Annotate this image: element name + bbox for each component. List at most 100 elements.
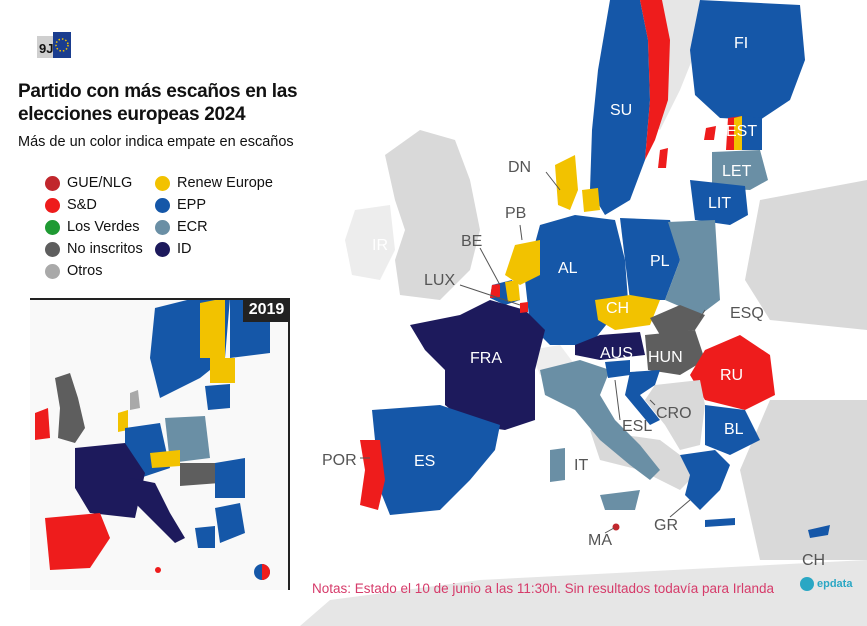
country-hun — [645, 330, 705, 375]
legend-label: Otros — [67, 263, 103, 279]
legend-label: Los Verdes — [67, 219, 140, 235]
legend-item-renew: Renew Europe — [155, 175, 273, 191]
label-por: POR — [322, 452, 357, 469]
label-hun: HUN — [648, 349, 683, 366]
label-pb: PB — [505, 205, 526, 222]
country-fi — [690, 0, 805, 120]
country-it — [540, 360, 660, 480]
balkans-other — [645, 380, 705, 450]
country-pl-ecr — [665, 220, 720, 315]
country-be-renew — [505, 280, 520, 302]
label-dn: DN — [508, 159, 531, 176]
legend: GUE/NLG S&D Los Verdes No inscritos Otro… — [45, 175, 285, 285]
country-por — [360, 440, 385, 510]
ballot-box-icon: 9J — [37, 32, 71, 58]
label-esq: ESQ — [730, 305, 764, 322]
country-let — [712, 150, 768, 190]
country-lux — [520, 302, 528, 313]
label-ch: CH — [606, 300, 629, 317]
legend-item-otros: Otros — [45, 263, 102, 279]
country-ru — [690, 335, 775, 410]
page-title: Partido con más escaños en las eleccione… — [18, 81, 298, 125]
inset-year-badge: 2019 — [243, 298, 290, 322]
country-pb — [505, 240, 540, 285]
legend-label: GUE/NLG — [67, 175, 133, 191]
label-ma: MA — [588, 532, 612, 549]
country-su-sd — [640, 0, 670, 160]
island-crete — [705, 518, 735, 527]
country-labels: FI SU EST LET LIT DN PB BE LUX IR AL PL … — [322, 35, 825, 569]
country-fra — [410, 300, 545, 430]
country-pl — [620, 218, 680, 300]
legend-label: No inscritos — [67, 241, 143, 257]
label-est: EST — [726, 123, 757, 140]
label-pl: PL — [650, 253, 670, 270]
logo-text: 9J — [39, 41, 53, 56]
country-cro — [625, 370, 660, 425]
country-est-epp — [742, 116, 762, 150]
source-logo-text: epdata — [817, 578, 853, 590]
legend-item-no-inscritos: No inscritos — [45, 241, 143, 257]
country-lit — [690, 180, 748, 225]
country-esq — [650, 305, 705, 335]
source-logo: epdata — [800, 577, 852, 591]
island-est — [704, 126, 716, 140]
legend-item-verdes: Los Verdes — [45, 219, 140, 235]
label-es: ES — [414, 453, 435, 470]
country-esl — [605, 360, 630, 378]
country-gr — [680, 450, 730, 510]
label-su: SU — [610, 102, 632, 119]
legend-item-epp: EPP — [155, 197, 206, 213]
label-lit: LIT — [708, 195, 731, 212]
label-ru: RU — [720, 367, 743, 384]
legend-dot — [45, 197, 60, 213]
label-al: AL — [558, 260, 578, 277]
legend-label: ID — [177, 241, 192, 257]
label-cy: CH — [802, 552, 825, 569]
legend-dot — [155, 219, 170, 235]
label-fra: FRA — [470, 350, 502, 367]
legend-dot — [45, 263, 60, 279]
page-subtitle: Más de un color indica empate en escaños — [18, 134, 294, 150]
country-cy — [808, 525, 830, 538]
ballot-box-logo: 9J — [33, 26, 73, 60]
country-est-renew — [734, 116, 742, 150]
legend-dot — [45, 219, 60, 235]
country-es — [372, 405, 500, 515]
legend-dot — [45, 175, 60, 191]
country-dn — [555, 155, 578, 210]
label-let: LET — [722, 163, 752, 180]
label-it: IT — [574, 457, 588, 474]
legend-label: ECR — [177, 219, 208, 235]
country-be-red — [490, 284, 500, 298]
legend-label: Renew Europe — [177, 175, 273, 191]
legend-dot — [155, 175, 170, 191]
country-dn-islands — [582, 188, 600, 212]
label-esl: ESL — [622, 418, 652, 435]
island-sicily — [600, 490, 640, 510]
epdata-icon — [800, 577, 814, 591]
label-lux: LUX — [424, 272, 455, 289]
legend-label: EPP — [177, 197, 207, 213]
legend-dot — [155, 197, 170, 213]
leader-lines — [360, 171, 706, 534]
label-fi: FI — [734, 35, 748, 52]
legend-item-ecr: ECR — [155, 219, 208, 235]
legend-dot — [45, 241, 60, 257]
legend-item-id: ID — [155, 241, 192, 257]
legend-label: S&D — [67, 197, 97, 213]
footnote: Notas: Estado el 10 de junio a las 11:30… — [312, 581, 775, 596]
label-gr: GR — [654, 517, 678, 534]
label-bl: BL — [724, 421, 744, 438]
legend-item-gue: GUE/NLG — [45, 175, 132, 191]
inset-map-svg — [30, 298, 290, 590]
label-ir: IR — [372, 237, 388, 254]
country-su — [590, 0, 650, 215]
country-bl — [705, 405, 760, 455]
island-gotland — [658, 148, 668, 168]
label-be: BE — [461, 233, 482, 250]
legend-item-sd: S&D — [45, 197, 97, 213]
label-cro: CRO — [656, 405, 692, 422]
